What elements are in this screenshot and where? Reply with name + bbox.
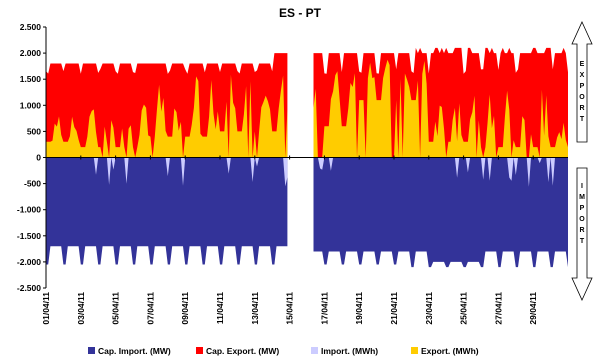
side-arrows: E X P O R T I M P O R T [571, 21, 593, 301]
series-cap-import-area [46, 157, 568, 268]
y-tick-label: 1.500 [20, 74, 42, 84]
legend-swatch [411, 347, 418, 354]
x-tick-label: 25/04/11 [459, 292, 469, 325]
chart-title: ES - PT [279, 6, 322, 20]
y-tick-label: -1.500 [17, 231, 41, 241]
x-tick-label: 09/04/11 [180, 292, 190, 325]
export-arrow [571, 21, 593, 143]
legend-swatch [196, 347, 203, 354]
x-tick-label: 01/04/11 [41, 292, 51, 325]
x-tick-label: 15/04/11 [285, 292, 295, 325]
x-tick-label: 07/04/11 [145, 292, 155, 325]
plot-area [46, 47, 568, 268]
y-tick-label: 500 [27, 126, 41, 136]
x-tick-label: 17/04/11 [319, 292, 329, 325]
y-tick-label: -1.000 [17, 205, 41, 215]
legend-swatch [311, 347, 318, 354]
x-tick-label: 21/04/11 [389, 292, 399, 325]
x-tick-label: 13/04/11 [250, 292, 260, 325]
x-tick-label: 19/04/11 [354, 292, 364, 325]
legend-label: Import. (MWh) [321, 346, 378, 356]
y-tick-label: 2.500 [20, 22, 42, 32]
legend-item: Cap. Export. (MW) [196, 346, 279, 356]
x-tick-label: 23/04/11 [424, 292, 434, 325]
y-tick-label: -500 [24, 179, 41, 189]
x-tick-label: 05/04/11 [111, 292, 121, 325]
import-arrow [571, 167, 593, 301]
axes: 2.500 2.000 1.500 1.000 500 0 -500 -1.000 -1.500… [17, 22, 568, 325]
legend: Cap. Import. (MW) Cap. Export. (MW) Import… [88, 346, 479, 356]
x-tick-label: 29/04/11 [528, 292, 538, 325]
series-export-area [46, 59, 568, 158]
y-tick-label: -2.500 [17, 283, 41, 293]
legend-item: Export. (MWh) [411, 346, 479, 356]
series-import-area [46, 157, 568, 187]
x-tick-label: 11/04/11 [215, 292, 225, 324]
legend-label: Cap. Import. (MW) [98, 346, 171, 356]
legend-swatch [88, 347, 95, 354]
y-tick-label: 2.000 [20, 48, 42, 58]
legend-label: Export. (MWh) [421, 346, 479, 356]
x-tick-label: 03/04/11 [76, 292, 86, 325]
x-tick-label: 27/04/11 [493, 292, 503, 325]
legend-item: Cap. Import. (MW) [88, 346, 171, 356]
y-tick-label: 1.000 [20, 100, 42, 110]
y-tick-label: 0 [36, 153, 41, 163]
y-tick-label: -2.000 [17, 257, 41, 267]
legend-label: Cap. Export. (MW) [206, 346, 279, 356]
legend-item: Import. (MWh) [311, 346, 378, 356]
